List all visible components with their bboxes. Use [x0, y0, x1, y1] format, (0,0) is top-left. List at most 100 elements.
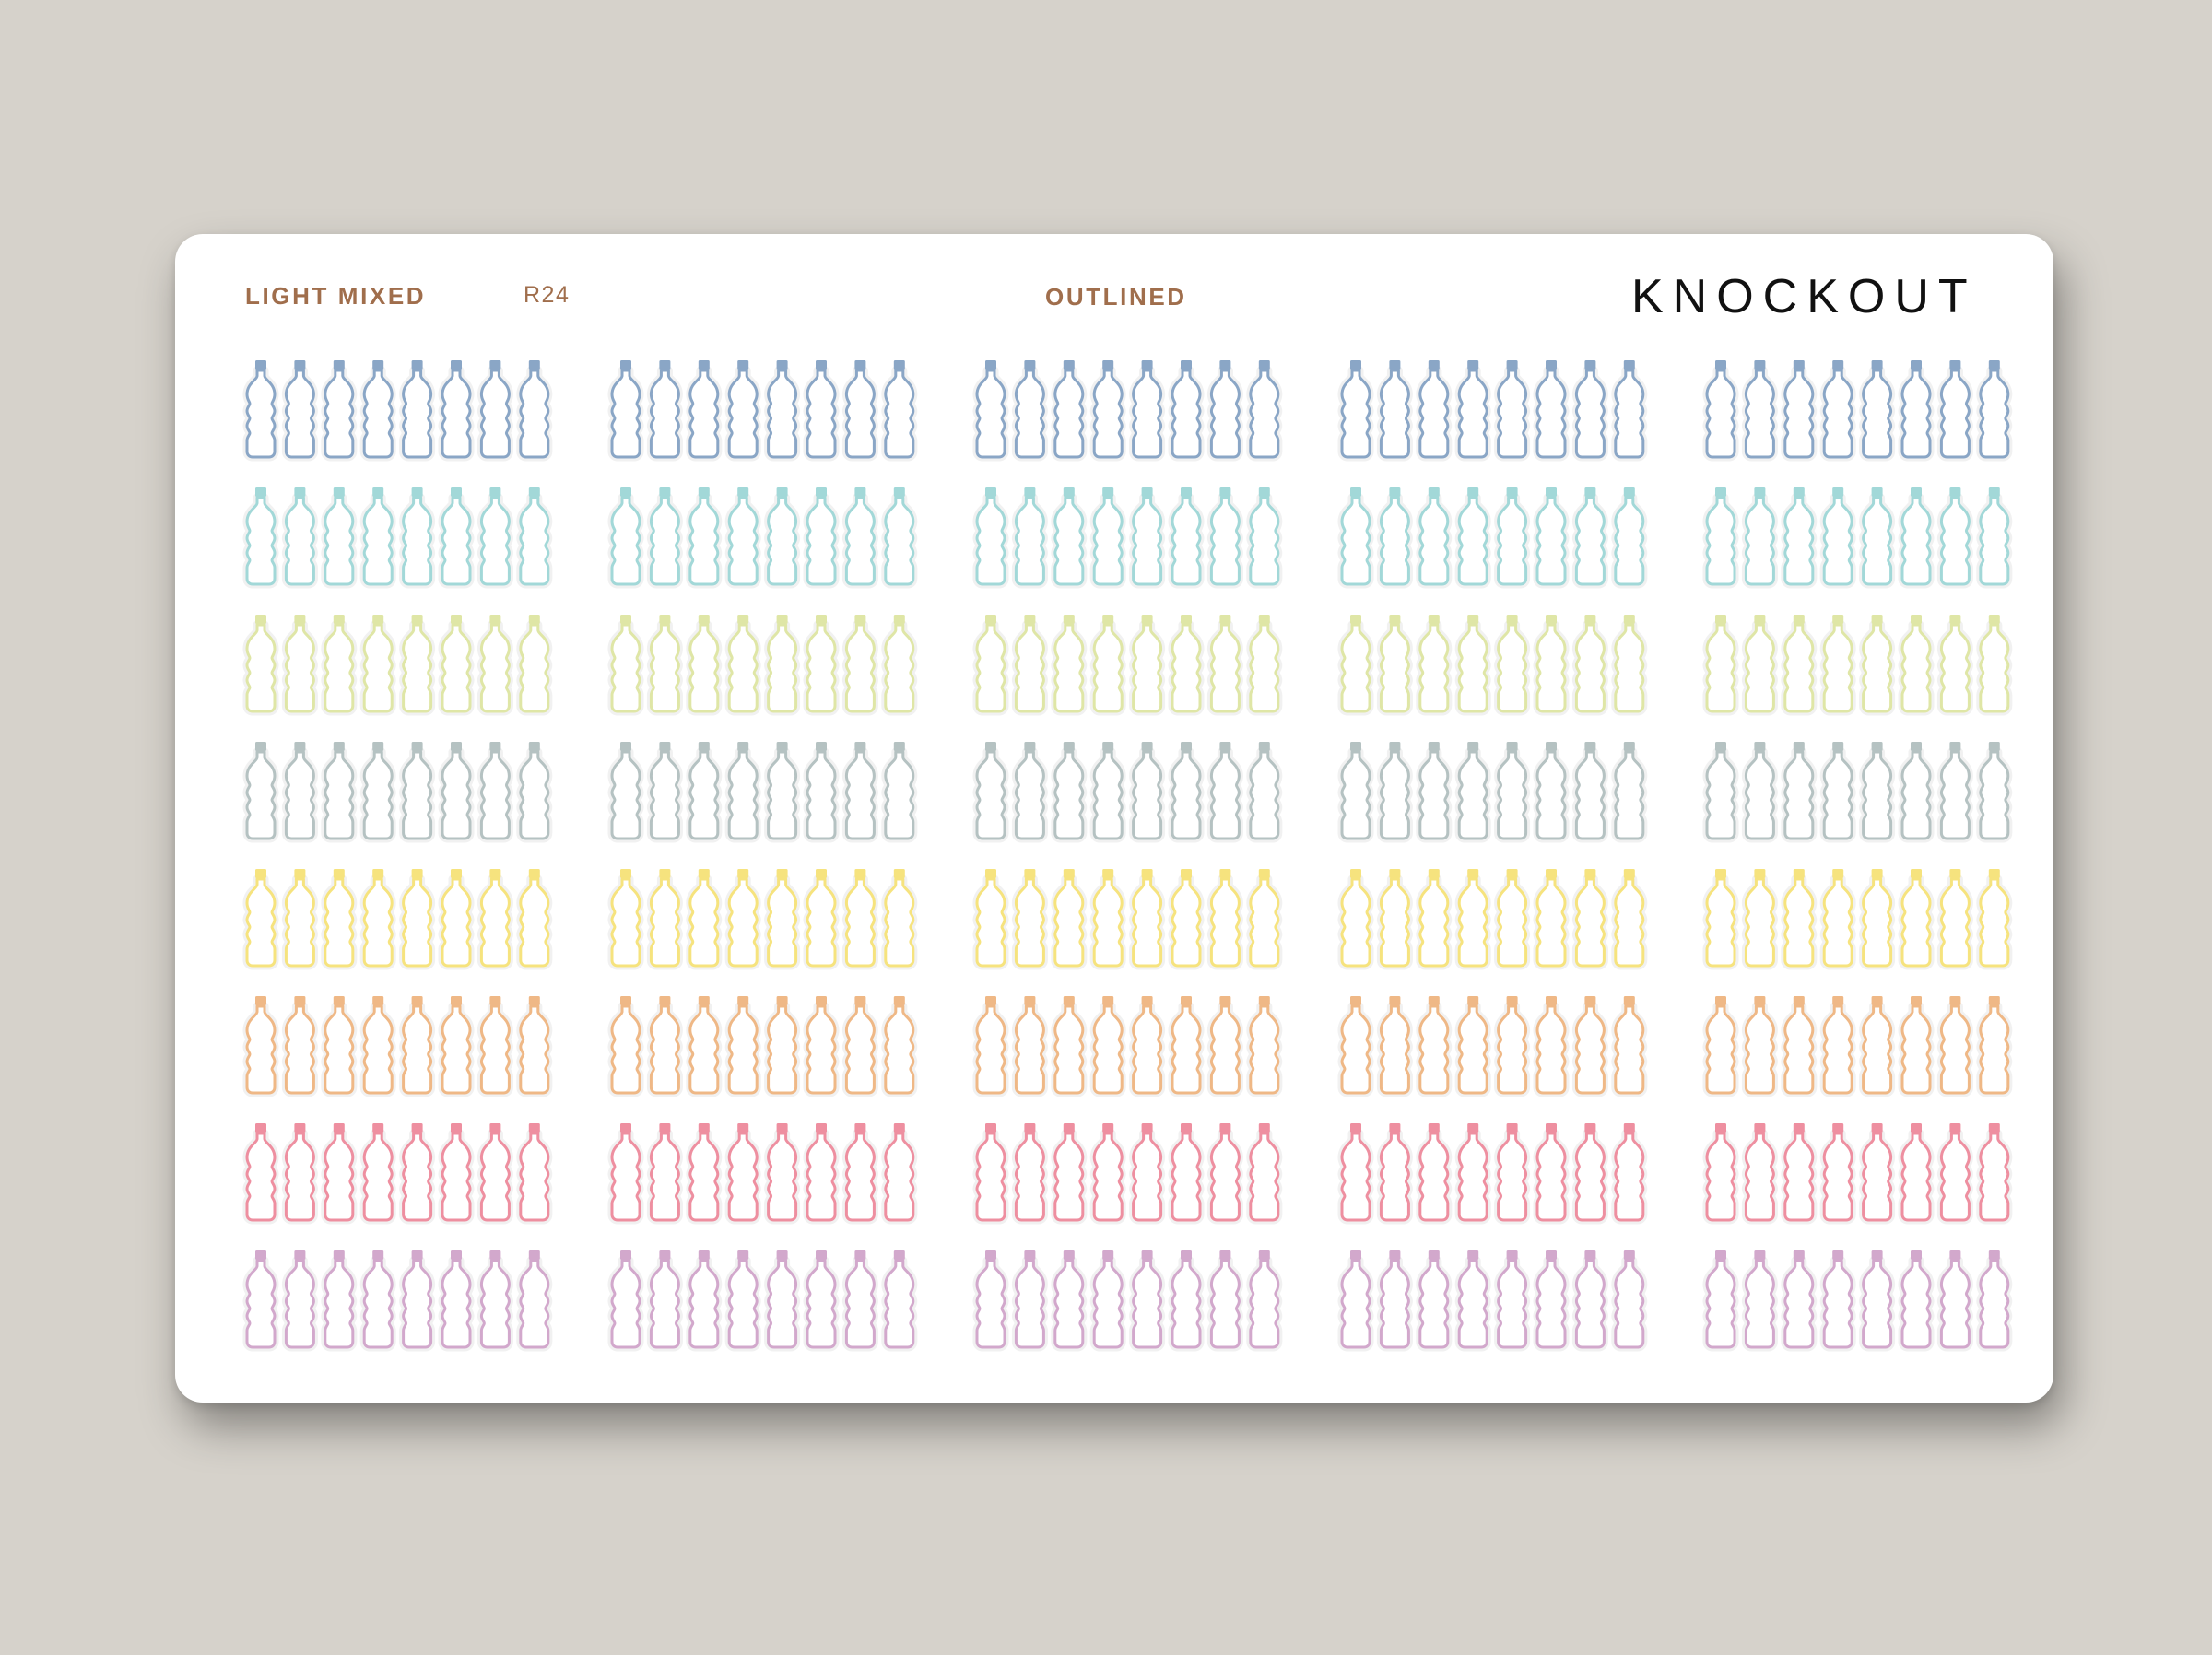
bottle-cap [411, 1123, 423, 1133]
bottle-cap [1623, 742, 1635, 751]
bottle-outline [1497, 496, 1528, 586]
bottle-cap [698, 487, 710, 497]
water-bottle-icon [1011, 487, 1048, 589]
bottle-cap [1506, 360, 1518, 370]
water-bottle-icon [1337, 615, 1374, 716]
bottle-outline [1614, 1259, 1645, 1349]
water-bottle-icon [607, 996, 644, 1097]
bottle-outline [1379, 623, 1410, 713]
water-bottle-icon [359, 1123, 396, 1225]
bottle-cap [1350, 996, 1361, 1005]
bottle-cap [1063, 1250, 1075, 1260]
bottle-cap [620, 742, 631, 751]
bottle-cap [1102, 996, 1114, 1005]
water-bottle-icon [1168, 615, 1205, 716]
bottle-outline [1209, 623, 1241, 713]
water-bottle-icon [1611, 1123, 1648, 1225]
water-bottle-icon [1494, 360, 1531, 462]
water-bottle-icon [1702, 869, 1739, 970]
bottle-outline [884, 369, 915, 459]
water-bottle-icon [1494, 615, 1531, 716]
bottle-outline [1457, 1132, 1488, 1222]
bottle-cap [1467, 1123, 1479, 1133]
bottle-cap [451, 487, 462, 497]
water-bottle-icon [1976, 487, 2013, 589]
water-bottle-icon [477, 1250, 513, 1352]
bottle-outline [1132, 877, 1163, 968]
bottle-outline [1014, 1132, 1045, 1222]
bottle-outline [1171, 1004, 1202, 1095]
water-bottle-icon [1611, 1250, 1648, 1352]
bottle-outline [1457, 496, 1488, 586]
water-bottle-icon [1611, 487, 1648, 589]
bottle-outline [1744, 1004, 1775, 1095]
water-bottle-icon [242, 1123, 279, 1225]
water-bottle-icon [1051, 360, 1088, 462]
bottle-cap [1258, 742, 1270, 751]
bottle-outline [1209, 750, 1241, 840]
bottle-cap [620, 487, 631, 497]
bottle-cap [1832, 615, 1844, 624]
bottle-outline [1900, 1004, 1932, 1095]
bottle-cap [985, 742, 996, 751]
bottle-outline [1053, 369, 1085, 459]
water-bottle-icon [1011, 996, 1048, 1097]
water-bottle-icon [724, 1250, 761, 1352]
bottle-outline [1497, 1004, 1528, 1095]
bottle-outline [1132, 1004, 1163, 1095]
bottle-outline [1939, 877, 1971, 968]
water-bottle-icon [399, 1123, 436, 1225]
bottle-outline [1092, 369, 1124, 459]
water-bottle-icon [477, 1123, 513, 1225]
water-bottle-icon [841, 360, 878, 462]
bottle-outline [1497, 1132, 1528, 1222]
water-bottle-icon [1936, 869, 1973, 970]
bottle-cap [698, 1123, 710, 1133]
bottle-outline [402, 877, 433, 968]
water-bottle-icon [1898, 742, 1935, 843]
water-bottle-icon [1976, 996, 2013, 1097]
bottle-cap [333, 996, 345, 1005]
bottle-cap [1832, 996, 1844, 1005]
bottle-cap [1024, 1250, 1036, 1260]
bottle-cap [698, 996, 710, 1005]
bottle-outline [1053, 750, 1085, 840]
sticker-block [1702, 742, 2013, 843]
bottle-outline [1744, 623, 1775, 713]
bottle-cap [489, 996, 501, 1005]
bottle-cap [1219, 996, 1231, 1005]
water-bottle-icon [646, 615, 683, 716]
bottle-cap [1949, 1123, 1961, 1133]
bottle-cap [1506, 487, 1518, 497]
water-bottle-icon [1976, 1250, 2013, 1352]
bottle-outline [402, 1132, 433, 1222]
bottle-outline [1171, 1132, 1202, 1222]
water-bottle-icon [841, 1123, 878, 1225]
water-bottle-icon [724, 615, 761, 716]
bottle-cap [1102, 869, 1114, 878]
bottle-cap [1428, 869, 1440, 878]
brand-logo: KNOCKOUT [1631, 270, 1977, 323]
bottle-cap [528, 1250, 540, 1260]
bottle-outline [688, 1004, 720, 1095]
bottle-outline [362, 750, 394, 840]
water-bottle-icon [438, 1250, 475, 1352]
sticker-block [607, 615, 918, 716]
product-code: R24 [524, 282, 571, 308]
water-bottle-icon [1702, 360, 1739, 462]
water-bottle-icon [607, 1250, 644, 1352]
bottle-outline [1783, 623, 1815, 713]
water-bottle-icon [359, 360, 396, 462]
bottle-outline [1939, 1132, 1971, 1222]
water-bottle-icon [1859, 360, 1896, 462]
bottle-outline [1939, 750, 1971, 840]
water-bottle-icon [1741, 869, 1778, 970]
bottle-cap [1219, 742, 1231, 751]
water-bottle-icon [1571, 1123, 1608, 1225]
bottle-outline [362, 623, 394, 713]
bottle-cap [698, 742, 710, 751]
water-bottle-icon [1089, 996, 1126, 1097]
water-bottle-icon [607, 487, 644, 589]
bottle-outline [1744, 750, 1775, 840]
bottle-outline [1209, 1259, 1241, 1349]
